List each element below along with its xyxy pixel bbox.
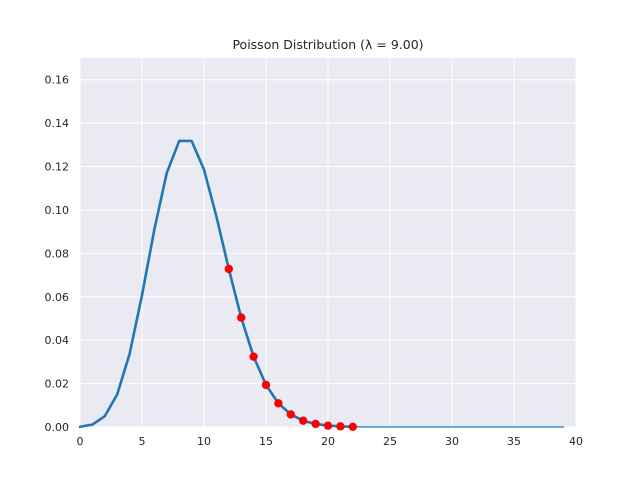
x-tick-label: 15 — [259, 435, 273, 448]
data-point-marker — [348, 422, 357, 431]
data-point-marker — [224, 264, 233, 274]
x-tick-label: 40 — [569, 435, 583, 448]
data-point-marker — [336, 422, 345, 431]
x-tick-label: 25 — [383, 435, 397, 448]
x-tick-labels: 0 5 10 15 20 25 30 35 40 — [77, 435, 584, 448]
data-point-marker — [311, 419, 320, 429]
series-layer — [78, 139, 565, 431]
y-tick-label: 0.08 — [45, 247, 70, 260]
data-point-marker — [274, 399, 283, 408]
data-point-marker — [286, 410, 295, 419]
data-point-marker — [323, 421, 333, 430]
x-tick-label: 20 — [321, 435, 335, 448]
y-tick-label: 0.12 — [45, 161, 70, 174]
data-point-marker — [261, 380, 271, 390]
data-point-marker — [237, 313, 246, 322]
y-tick-label: 0.06 — [45, 291, 70, 304]
pmf-line — [78, 139, 355, 429]
x-tick-label: 5 — [139, 435, 146, 448]
x-tick-label: 35 — [507, 435, 521, 448]
y-tick-labels: 0.00 0.02 0.04 0.06 0.08 0.10 0.12 0.14 0.16 — [45, 74, 70, 434]
y-tick-label: 0.04 — [45, 334, 70, 347]
x-tick-label: 10 — [197, 435, 211, 448]
data-point-marker — [249, 352, 258, 361]
data-point-marker — [299, 416, 308, 425]
y-tick-label: 0.02 — [45, 378, 70, 391]
x-tick-label: 0 — [77, 435, 84, 448]
chart-title: Poisson Distribution (λ = 9.00) — [232, 37, 423, 52]
y-tick-label: 0.14 — [45, 117, 70, 130]
y-tick-label: 0.00 — [45, 421, 70, 434]
y-tick-label: 0.16 — [45, 74, 70, 87]
y-tick-label: 0.10 — [45, 204, 70, 217]
x-tick-label: 30 — [445, 435, 459, 448]
